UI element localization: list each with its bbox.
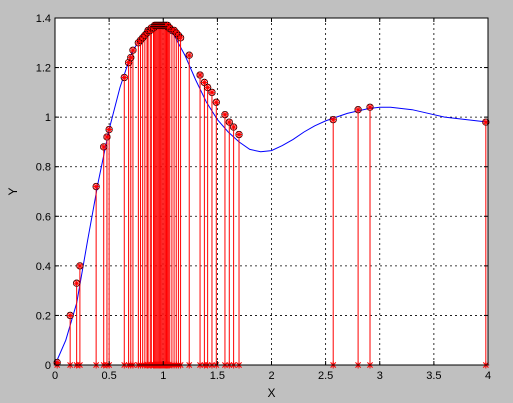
- star-stroke: [208, 89, 215, 96]
- sample-star-marker: [177, 34, 185, 42]
- star-stroke: [129, 47, 136, 54]
- y-tick-label: 1: [45, 112, 51, 124]
- y-tick-label: 1.2: [36, 63, 51, 75]
- sample-star-marker: [105, 126, 113, 134]
- y-tick-label: 0: [45, 360, 51, 372]
- star-stroke: [197, 72, 204, 78]
- star-stroke: [221, 111, 228, 118]
- x-tick-label: 3: [377, 370, 383, 382]
- x-tick-label: 2: [268, 370, 274, 382]
- sample-star-marker: [221, 111, 229, 119]
- star-stroke: [367, 104, 373, 111]
- sample-star-marker: [200, 78, 208, 86]
- sample-star-marker: [127, 54, 135, 62]
- axis-ticks: 0 0.5 1 1.5 2 2.5 3 3.5 4 0 0.2 0.4 0.6 0.8 1 1.2 1.4: [36, 13, 491, 382]
- sample-star-marker: [103, 133, 111, 141]
- x-tick-label: 3.5: [426, 370, 441, 382]
- sample-star-marker: [204, 83, 212, 91]
- y-tick-label: 0.8: [36, 162, 51, 174]
- star-stroke: [186, 52, 193, 59]
- sample-star-marker: [366, 103, 374, 111]
- star-stroke: [330, 116, 337, 123]
- sample-star-marker: [230, 123, 238, 131]
- star-stroke: [213, 99, 220, 106]
- star-stroke: [127, 54, 134, 61]
- star-stroke: [230, 124, 237, 131]
- sample-star-marker: [196, 71, 204, 79]
- star-stroke: [355, 106, 362, 113]
- sample-star-marker: [73, 279, 81, 287]
- star-stroke: [93, 183, 100, 190]
- sample-star-marker: [129, 46, 137, 54]
- star-stroke: [121, 74, 128, 81]
- star-stroke: [103, 133, 110, 140]
- sample-star-marker: [354, 106, 362, 114]
- star-stroke: [204, 84, 211, 91]
- x-tick-label: 0: [52, 370, 58, 382]
- star-stroke: [226, 119, 233, 126]
- x-axis-label: X: [267, 386, 275, 400]
- sample-star-marker: [185, 51, 193, 59]
- sample-star-marker: [66, 311, 74, 319]
- y-tick-label: 0.4: [36, 261, 51, 273]
- sample-star-marker: [235, 130, 243, 138]
- sample-star-marker: [225, 118, 233, 126]
- x-tick-label: 1: [160, 370, 166, 382]
- sample-star-marker: [329, 116, 337, 124]
- sample-star-marker: [208, 88, 216, 96]
- y-tick-label: 1.4: [36, 13, 51, 25]
- sample-star-marker: [120, 73, 128, 81]
- x-tick-label: 4: [485, 370, 491, 382]
- star-stroke: [100, 143, 107, 150]
- star-stroke: [177, 34, 184, 41]
- sample-stems: [53, 21, 490, 369]
- sample-star-marker: [212, 98, 220, 106]
- y-axis-label: Y: [6, 187, 20, 195]
- star-stroke: [73, 280, 80, 287]
- star-stroke: [106, 126, 113, 133]
- x-tick-label: 1.5: [210, 370, 225, 382]
- y-tick-label: 0.2: [36, 310, 51, 322]
- star-stroke: [76, 262, 83, 269]
- sample-star-marker: [76, 262, 84, 270]
- x-tick-label: 0.5: [101, 370, 116, 382]
- plot-area: [55, 18, 488, 365]
- x-tick-label: 2.5: [318, 370, 333, 382]
- star-stroke: [67, 312, 74, 319]
- y-tick-label: 0.6: [36, 211, 51, 223]
- star-stroke: [201, 79, 208, 86]
- sample-star-marker: [100, 143, 108, 151]
- star-stroke: [236, 131, 243, 138]
- sample-star-marker: [92, 183, 100, 191]
- grid: [55, 18, 488, 365]
